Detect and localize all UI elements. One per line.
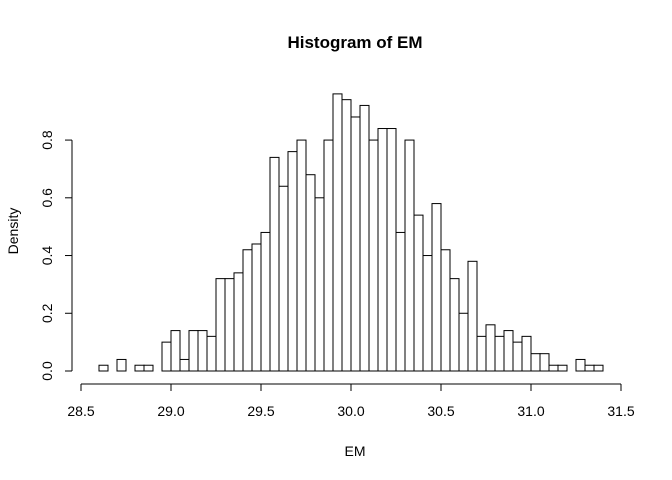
y-tick-label: 0.0 [39,361,55,381]
histogram-bar [269,156,280,372]
x-axis-label: EM [345,443,366,459]
histogram-bar [584,364,595,372]
histogram-bar [413,214,424,372]
histogram-bar [548,364,559,372]
histogram-bar [314,197,325,372]
x-tick-label: 31.5 [607,403,634,419]
histogram-bar [395,231,406,372]
histogram-bar [485,324,496,372]
histogram-bar [440,249,451,372]
x-tick-label: 31.0 [517,403,544,419]
y-tick-label: 0.8 [39,130,55,150]
histogram-bar [368,139,379,372]
histogram-bar [242,249,253,372]
histogram-bar [206,335,217,372]
histogram-bar [359,104,370,372]
histogram-bar [404,139,415,372]
histogram-bar [287,151,298,372]
histogram-bar [116,358,127,372]
histogram-bar [539,353,550,372]
histogram-bar [503,330,514,372]
x-tick-label: 28.5 [67,403,94,419]
histogram-bar [512,341,523,372]
histogram-bar [251,243,262,372]
y-axis-label: Density [5,208,21,255]
x-tick-label: 29.0 [157,403,184,419]
histogram-bar [233,272,244,372]
histogram-bar [332,93,343,372]
x-tick-label: 30.5 [427,403,454,419]
histogram-bar [521,335,532,372]
y-tick-label: 0.4 [39,246,55,266]
histogram-bar [422,255,433,372]
y-axis: 0.0 0.2 0.4 0.6 0.8 [39,130,73,381]
histogram-bar [197,330,208,372]
histogram-bar [449,278,460,372]
y-tick-label: 0.6 [39,188,55,208]
histogram-bar [134,364,145,372]
histogram-bar [98,364,109,372]
histogram-bar [278,185,289,372]
histogram-bar [143,364,154,372]
histogram-bar [557,364,568,372]
histogram-bar [188,330,199,372]
histogram-bar [431,203,442,372]
histogram-bar [377,128,388,372]
histogram-bar [350,116,361,372]
bars-group [98,93,604,372]
histogram-bar [575,358,586,372]
histogram-bar [161,341,172,372]
x-axis: 28.5 29.0 29.5 30.0 30.5 31.0 31.5 [67,383,635,419]
histogram-bar [386,128,397,372]
histogram-bar [593,364,604,372]
histogram-bar [179,358,190,372]
histogram-bar [476,335,487,372]
histogram-bar [323,139,334,372]
x-tick-label: 29.5 [247,403,274,419]
histogram-bar [296,139,307,372]
histogram-bar [260,231,271,372]
chart-title: Histogram of EM [287,33,422,52]
histogram-bar [215,278,226,372]
histogram-bar [341,99,352,372]
histogram-bar [458,312,469,372]
histogram-bar [494,335,505,372]
y-tick-label: 0.2 [39,303,55,323]
x-tick-label: 30.0 [337,403,364,419]
histogram-bar [530,353,541,372]
histogram-bar [467,260,478,372]
histogram-bar [224,278,235,372]
histogram-bar [170,330,181,372]
histogram-bar [305,174,316,372]
